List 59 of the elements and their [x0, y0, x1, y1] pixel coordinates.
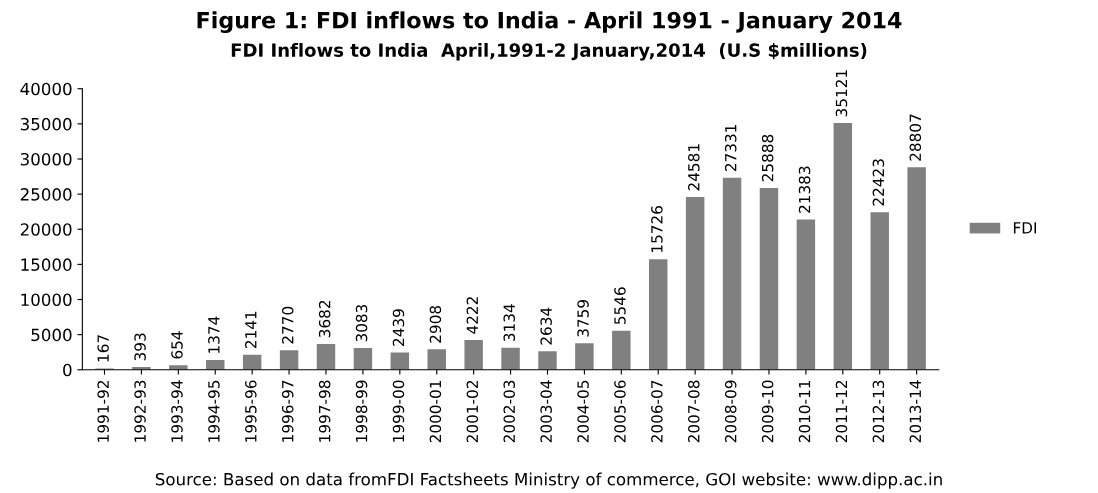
x-tick-label: 2006-07	[651, 380, 663, 443]
x-tick-label: 2010-11	[798, 380, 811, 443]
data-label: 2770	[281, 306, 294, 344]
data-label: 22423	[872, 159, 885, 206]
x-tick-label: 2009-10	[761, 380, 774, 443]
data-label: 2439	[392, 309, 405, 346]
data-label: 393	[134, 333, 146, 361]
data-label: 2908	[429, 305, 442, 343]
x-tick-label: 1998-99	[355, 380, 368, 442]
x-tick-label: 1991-92	[97, 381, 109, 442]
x-tick-label: 2004-05	[577, 380, 589, 443]
y-tick-label: 30000	[20, 152, 72, 166]
data-label: 3083	[355, 304, 368, 342]
x-tick-label: 1995-96	[245, 380, 257, 442]
data-label: 167	[97, 335, 109, 362]
x-tick-label: 1993-94	[171, 380, 183, 442]
data-label: 1374	[208, 316, 220, 353]
legend-label: FDI	[1013, 222, 1036, 234]
data-label: 5546	[614, 287, 626, 325]
x-tick-label: 1992-93	[134, 380, 146, 442]
x-tick-label: 1999-00	[392, 380, 405, 442]
y-tick-label: 0	[63, 363, 72, 377]
chart-subtitle: FDI Inflows to India April,1991-2 January,2014 (U.S $millions)	[231, 42, 867, 61]
y-tick-label: 35000	[20, 117, 72, 131]
data-label: 654	[171, 331, 183, 359]
x-tick-label: 2003-04	[540, 380, 552, 443]
data-label: 35121	[835, 70, 848, 117]
x-tick-label: 1997-98	[318, 380, 331, 442]
y-tick-label: 25000	[20, 188, 72, 201]
x-tick-label: 1994-95	[208, 380, 220, 442]
source-note: Source: Based on data fromFDI Factsheets Ministry of commerce, GOI website: www.dipp.ac.in	[155, 472, 942, 489]
y-tick-label: 15000	[21, 258, 72, 271]
data-label: 2141	[245, 311, 257, 349]
x-tick-label: 2012-13	[872, 380, 885, 443]
y-tick-label: 20000	[20, 223, 72, 236]
data-label: 2634	[540, 307, 552, 345]
data-label: 15726	[651, 206, 663, 253]
x-tick-label: 2005-06	[614, 380, 626, 443]
data-label: 3759	[577, 299, 589, 337]
x-tick-label: 2007-08	[688, 380, 700, 443]
data-label: 27331	[724, 125, 737, 172]
y-tick-label: 40000	[20, 82, 72, 96]
data-label: 21383	[798, 166, 811, 213]
data-label: 4222	[466, 297, 478, 334]
x-tick-label: 2001-02	[466, 381, 479, 443]
data-label: 25888	[761, 134, 774, 182]
y-tick-label: 5000	[31, 328, 72, 342]
x-tick-label: 2008-09	[724, 380, 737, 443]
data-label: 24581	[688, 144, 700, 191]
x-tick-label: 2013-14	[909, 380, 922, 443]
x-tick-label: 2011-12	[835, 381, 848, 443]
data-label: 28807	[909, 114, 922, 161]
data-label: 3682	[318, 300, 331, 338]
chart-title: Figure 1: FDI inflows to India - April 1991 - January 2014	[197, 11, 902, 34]
data-label: 3134	[503, 304, 515, 342]
x-tick-label: 2002-03	[503, 380, 515, 443]
x-tick-label: 1996-97	[281, 380, 294, 442]
x-tick-label: 2000-01	[429, 380, 442, 443]
y-tick-label: 10000	[21, 293, 72, 307]
